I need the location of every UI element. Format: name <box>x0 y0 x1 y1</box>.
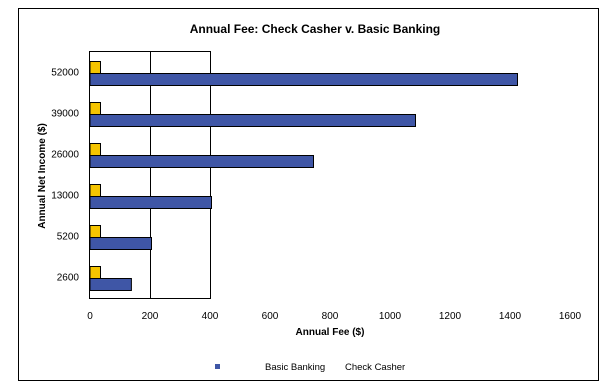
x-tick-labels: 0 200 400 600 800 1000 1200 1400 1600 <box>87 311 581 322</box>
bars <box>89 61 518 291</box>
x-tick-label: 1600 <box>559 311 582 322</box>
bar-check-casher-2600 <box>89 266 101 279</box>
bar-basic-banking-39000 <box>89 114 416 127</box>
bar-check-casher-39000 <box>89 102 101 115</box>
x-axis-label: Annual Fee ($) <box>296 327 365 338</box>
x-tick-label: 1200 <box>439 311 462 322</box>
chart-title: Annual Fee: Check Casher v. Basic Bankin… <box>190 22 441 36</box>
bar-check-casher-52000 <box>89 61 101 74</box>
bar-basic-banking-13000 <box>89 196 212 209</box>
legend-swatch-check-casher <box>338 364 343 369</box>
bar-check-casher-26000 <box>89 143 101 156</box>
legend: Basic Banking Check Casher <box>215 362 405 373</box>
x-tick-label: 200 <box>142 311 159 322</box>
bar-basic-banking-2600 <box>89 278 132 291</box>
y-tick-labels: 2600 5200 13000 26000 39000 52000 <box>51 68 79 284</box>
chart-border <box>18 8 599 381</box>
y-tick-label: 39000 <box>51 109 79 120</box>
x-tick-label: 600 <box>262 311 279 322</box>
bar-check-casher-13000 <box>89 184 101 197</box>
legend-label-basic-banking: Basic Banking <box>265 362 325 373</box>
y-tick-label: 5200 <box>57 232 80 243</box>
bar-check-casher-5200 <box>89 225 101 238</box>
y-tick-label: 52000 <box>51 68 79 79</box>
x-tick-label: 1000 <box>379 311 402 322</box>
legend-swatch-basic-banking <box>215 364 220 369</box>
y-tick-label: 2600 <box>57 273 80 284</box>
x-tick-label: 400 <box>202 311 219 322</box>
y-axis-label: Annual Net Income ($) <box>37 123 48 229</box>
bar-basic-banking-26000 <box>89 155 314 168</box>
x-tick-label: 0 <box>87 311 93 322</box>
legend-label-check-casher: Check Casher <box>345 362 405 373</box>
gridlines <box>150 52 211 298</box>
x-tick-label: 1400 <box>499 311 522 322</box>
bar-basic-banking-52000 <box>89 73 518 86</box>
y-tick-label: 13000 <box>51 191 79 202</box>
y-tick-label: 26000 <box>51 150 79 161</box>
x-tick-label: 800 <box>322 311 339 322</box>
bar-basic-banking-5200 <box>89 237 152 250</box>
